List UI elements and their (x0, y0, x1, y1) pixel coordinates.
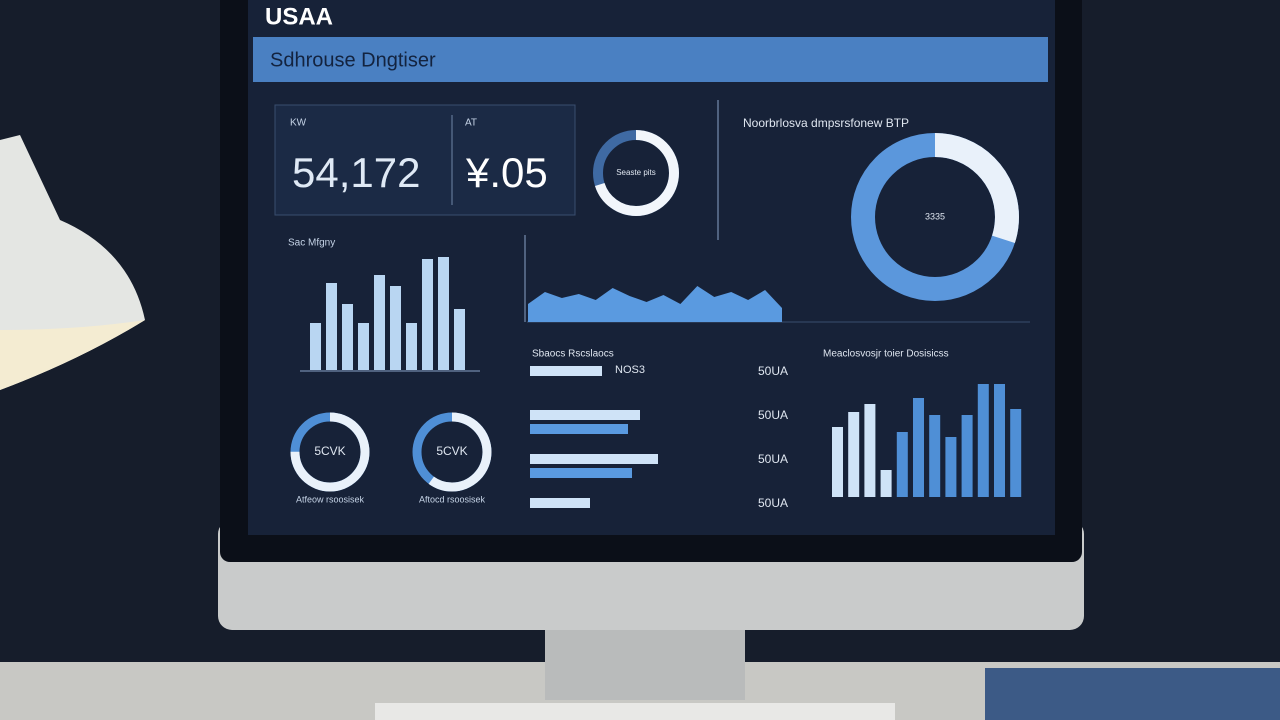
hbar-value: 50UA (758, 496, 788, 510)
donut-label: Seaste pits (616, 168, 656, 177)
hbar (530, 410, 640, 420)
panel-title: Meaclosvosjr toier Dosisicss (823, 349, 949, 360)
donut-arc (412, 412, 492, 492)
hbar-value: 50UA (758, 408, 788, 422)
bar (848, 412, 860, 497)
bar (374, 275, 385, 370)
donut-caption: Atfeow rsoosisek (296, 494, 365, 504)
bar (977, 384, 989, 497)
bar (438, 257, 449, 370)
bar (880, 470, 892, 497)
donut-label: 5CVK (436, 444, 467, 458)
bar (832, 427, 843, 497)
lamp-light (0, 320, 145, 390)
area (528, 286, 782, 322)
donut-arc (593, 130, 679, 216)
hbar (530, 454, 658, 464)
bar (929, 415, 941, 497)
bar (994, 384, 1005, 497)
donut-label: 5CVK (314, 444, 345, 458)
monitor-stand (545, 628, 745, 700)
notebook (985, 668, 1280, 720)
bar (454, 309, 465, 370)
bar (326, 283, 337, 370)
header-bar (253, 37, 1048, 82)
hbar-value: 50UA (758, 452, 788, 466)
bar (864, 404, 876, 497)
bar (422, 259, 433, 370)
hbar (530, 468, 632, 478)
panel-title: Sac Mfgny (288, 238, 335, 249)
bar (406, 323, 417, 370)
hbar (530, 498, 590, 508)
bar (342, 304, 353, 370)
kpi-panel (274, 104, 576, 216)
hbar (530, 424, 628, 434)
donut-caption: Aftocd rsoosisek (419, 494, 486, 504)
panel-title: Noorbrlosva dmpsrsfonew BTP (743, 116, 909, 130)
donut-arc (851, 133, 1019, 301)
kpi-label: KW (290, 118, 307, 129)
donut-label: 3335 (925, 211, 945, 221)
keyboard (375, 703, 895, 720)
bar (390, 286, 401, 370)
bar (1010, 409, 1022, 497)
kpi-label: AT (465, 118, 477, 129)
kpi-value: 54,172 (292, 149, 420, 196)
hbar-value: 50UA (758, 364, 788, 378)
bar (945, 437, 957, 497)
bar (913, 398, 924, 497)
page-title: Sdhrouse Dngtiser (270, 49, 436, 71)
panel-title: Sbaocs Rscslaocs (532, 349, 614, 360)
bar (310, 323, 321, 370)
bar-tag: NOS3 (615, 364, 645, 376)
logo: USAA (265, 3, 333, 30)
donut-arc (290, 412, 370, 492)
hbar (530, 366, 602, 376)
bar (961, 415, 973, 497)
bar (358, 323, 369, 370)
bar (896, 432, 908, 497)
kpi-value: ¥.05 (465, 149, 548, 196)
